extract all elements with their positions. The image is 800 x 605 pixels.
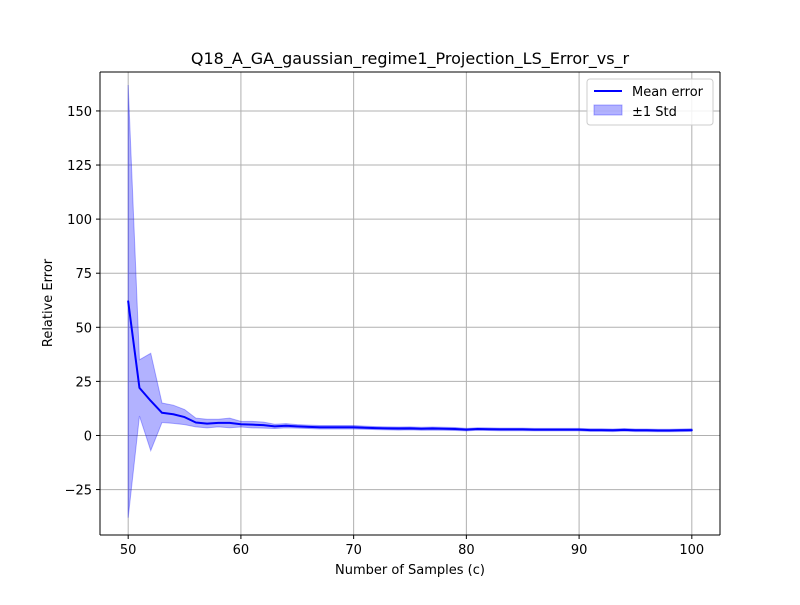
y-tick-label: 0: [84, 429, 92, 444]
x-axis-label: Number of Samples (c): [335, 563, 485, 578]
x-tick-label: 100: [679, 543, 704, 558]
y-tick-label: 50: [75, 321, 92, 336]
y-tick-label: 25: [75, 375, 92, 390]
x-tick-label: 80: [458, 543, 475, 558]
y-tick-label: 125: [67, 159, 92, 174]
legend-swatch-std-band: [593, 104, 623, 116]
x-tick-label: 70: [345, 543, 362, 558]
x-tick-label: 50: [120, 543, 137, 558]
y-tick-label: −25: [65, 484, 92, 499]
legend-label-std-band: ±1 Std: [632, 105, 677, 120]
grid-layer: [100, 72, 720, 535]
legend: Mean error ±1 Std: [586, 78, 714, 126]
tick-layer: 50 60 70 80 90 100 −25 0 25 50 75 100 125 150: [65, 105, 705, 558]
y-tick-label: 100: [67, 213, 92, 228]
legend-label-mean-error: Mean error: [632, 85, 704, 100]
y-tick-label: 75: [75, 267, 92, 282]
x-tick-label: 90: [571, 543, 588, 558]
chart-title: Q18_A_GA_gaussian_regime1_Projection_LS_…: [191, 49, 630, 69]
y-tick-label: 150: [67, 105, 92, 120]
y-axis-label: Relative Error: [41, 258, 56, 347]
series-layer: [127, 84, 693, 518]
mean-error-line: [127, 300, 693, 432]
axes-layer: [99, 71, 721, 536]
std-band: [127, 84, 693, 518]
x-tick-label: 60: [233, 543, 250, 558]
